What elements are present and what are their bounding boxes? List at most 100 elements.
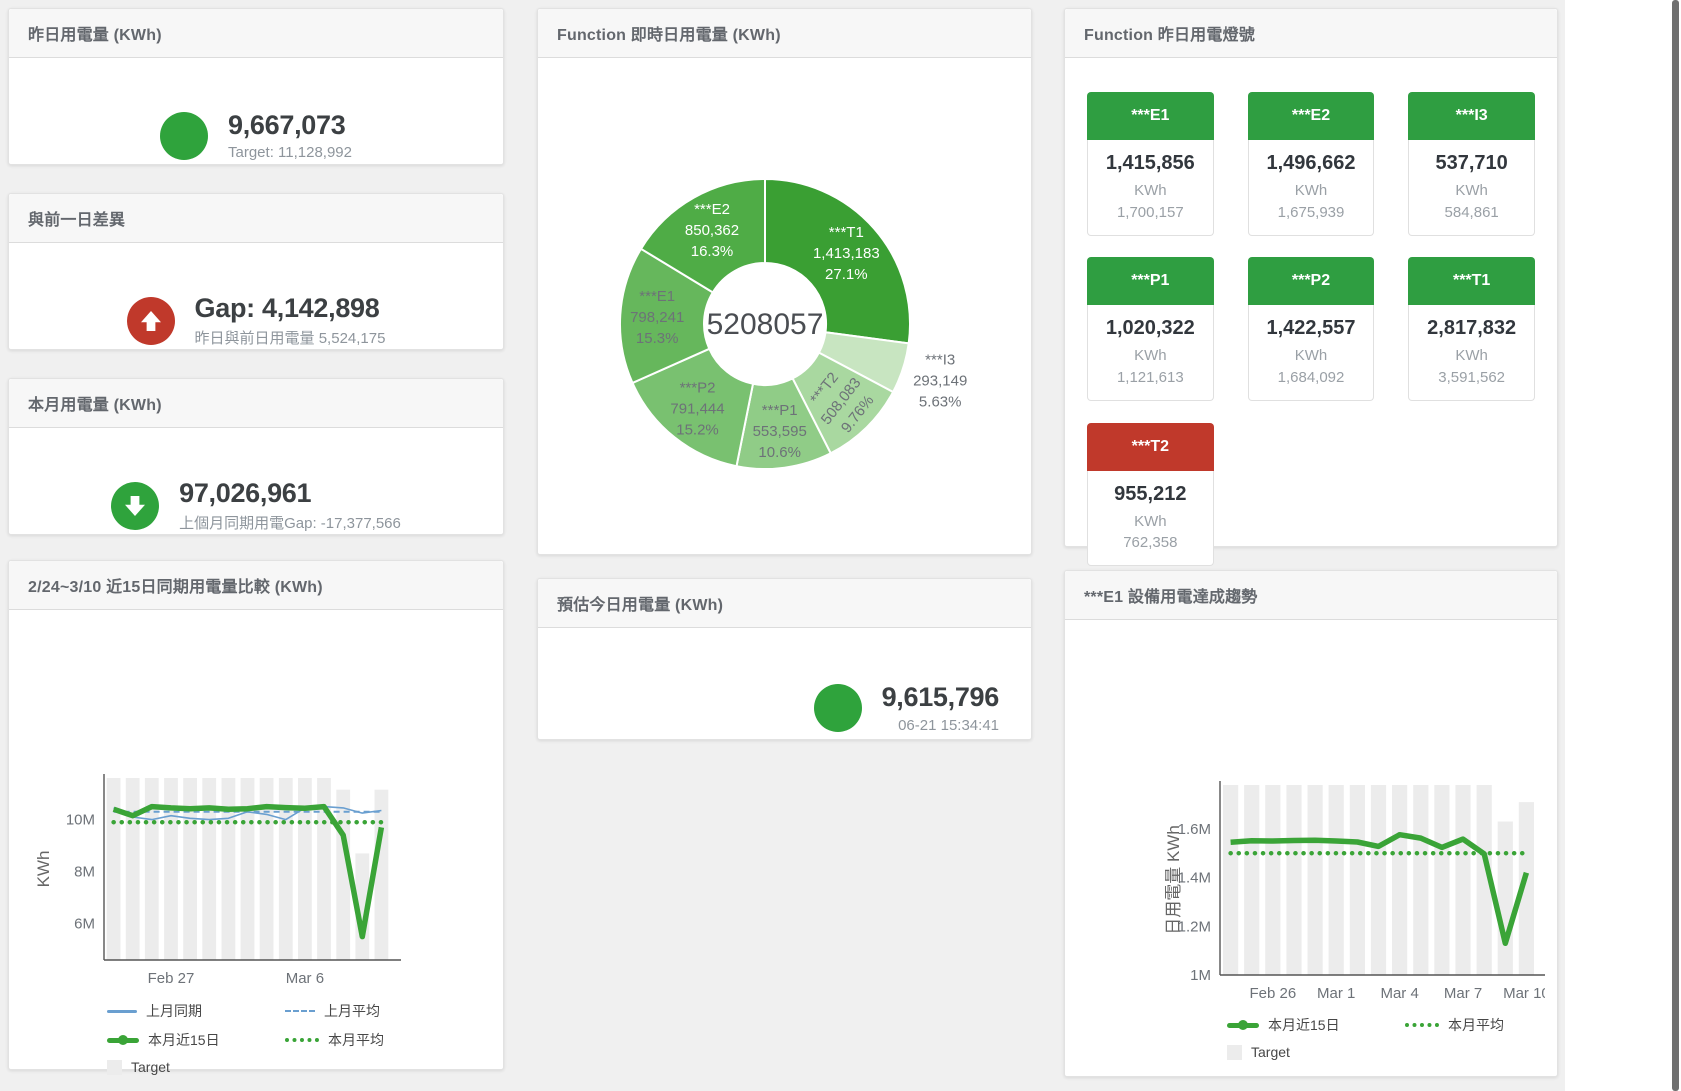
svg-text:KWh: KWh	[34, 851, 53, 888]
line-swatch-icon	[107, 1009, 137, 1013]
legend-item[interactable]: 本月平均	[1405, 1015, 1504, 1035]
dotted-swatch-icon	[285, 1038, 319, 1042]
svg-text:Mar 7: Mar 7	[1444, 985, 1482, 1002]
tile-label: ***E2	[1247, 92, 1375, 140]
tile-body: 2,817,832 KWh 3,591,562	[1408, 305, 1535, 401]
panel-title: Function 即時日用電量 (KWh)	[557, 27, 781, 44]
tile-value: 537,710	[1435, 152, 1508, 174]
trend-chart[interactable]: 1M 1.2M 1.4M 1.6M Feb 26 Mar 1 Mar 4 Mar 7 Mar 1…	[1075, 620, 1550, 1002]
svg-text:Mar 6: Mar 6	[286, 970, 324, 987]
pie-slice-P2	[631, 347, 754, 468]
tile-body: 1,496,662 KWh 1,675,939	[1247, 140, 1375, 236]
svg-text:1M: 1M	[1190, 967, 1211, 984]
tile-body: 537,710 KWh 584,861	[1408, 140, 1535, 236]
device-tile: ***E2 1,496,662 KWh 1,675,939	[1247, 92, 1375, 249]
svg-text:293,149: 293,149	[913, 372, 967, 389]
svg-text:10M: 10M	[66, 812, 95, 829]
svg-text:850,362: 850,362	[685, 222, 739, 239]
legend-item[interactable]: 本月平均	[285, 1030, 384, 1050]
stat-text: 9,667,073 Target: 11,128,992	[228, 110, 352, 161]
status-circle-icon	[813, 684, 862, 732]
tile-label: ***P2	[1247, 257, 1375, 306]
legend-label: 本月近15日	[148, 1032, 220, 1048]
estimate-value: 9,615,796	[881, 682, 1000, 713]
panel-header: 2/24~3/10 近15日同期用電量比較 (KWh)	[9, 561, 503, 610]
panel-header: 與前一日差異	[9, 194, 503, 243]
svg-text:Mar 10: Mar 10	[1503, 985, 1545, 1002]
tile-value: 1,422,557	[1266, 317, 1356, 340]
estimate-stat: 9,615,796 06-21 15:34:41	[538, 628, 1031, 788]
trend-legend: 本月近15日 本月平均 Target	[1227, 1015, 1547, 1060]
svg-text:Feb 26: Feb 26	[1249, 985, 1296, 1002]
panel-gap-prev-day: 與前一日差異 Gap: 4,142,898 昨日與前日用電量 5,524,175	[8, 193, 504, 350]
device-tile: ***T1 2,817,832 KWh 3,591,562	[1408, 257, 1535, 414]
svg-text:10.6%: 10.6%	[758, 444, 801, 461]
compare-legend: 上月同期 上月平均本月近15日 本月平均 Target	[107, 1001, 493, 1075]
estimate-timestamp: 06-21 15:34:41	[898, 716, 999, 734]
gap-stat: Gap: 4,142,898 昨日與前日用電量 5,524,175	[9, 243, 503, 398]
svg-text:15.2%: 15.2%	[676, 421, 719, 438]
svg-text:1.2M: 1.2M	[1178, 918, 1211, 935]
svg-text:27.1%: 27.1%	[825, 266, 868, 283]
tile-value: 1,020,322	[1105, 317, 1195, 340]
panel-usage-lights: Function 昨日用電燈號 ***E1 1,415,856 KWh 1,700,1…	[1064, 8, 1558, 567]
svg-text:日用電量 KWh: 日用電量 KWh	[1164, 825, 1183, 935]
panel-yesterday-usage: 昨日用電量 (KWh) 9,667,073 Target: 11,128,992	[8, 8, 504, 165]
tile-body: 1,020,322 KWh 1,121,613	[1087, 305, 1214, 401]
device-tile: ***T2 955,212 KWh 762,358	[1087, 422, 1214, 580]
device-tile: ***E1 1,415,856 KWh 1,700,157	[1087, 92, 1214, 249]
svg-text:1.4M: 1.4M	[1178, 870, 1211, 887]
legend-item[interactable]: Target	[107, 1059, 285, 1075]
svg-text:553,595: 553,595	[753, 423, 807, 440]
svg-text:798,241: 798,241	[630, 309, 684, 326]
scrollbar[interactable]	[1672, 0, 1679, 1091]
tile-unit: KWh	[1134, 182, 1167, 199]
legend-label: Target	[131, 1059, 170, 1075]
panel-title: 昨日用電量 (KWh)	[28, 27, 162, 44]
dotted-swatch-icon	[1405, 1023, 1439, 1027]
panel-title: 與前一日差異	[28, 212, 126, 229]
panel-header: Function 昨日用電燈號	[1065, 9, 1557, 58]
legend-item[interactable]: 本月近15日	[1227, 1015, 1405, 1035]
legend-item[interactable]: Target	[1227, 1044, 1405, 1060]
tile-value: 2,817,832	[1427, 317, 1517, 340]
dashed-swatch-icon	[285, 1010, 315, 1012]
month-sub: 上個月同期用電Gap: -17,377,566	[179, 515, 401, 533]
tile-target: 584,861	[1444, 203, 1499, 221]
panel-header: 預估今日用電量 (KWh)	[538, 579, 1031, 628]
device-tile: ***P1 1,020,322 KWh 1,121,613	[1087, 257, 1214, 414]
panel-title: Function 昨日用電燈號	[1084, 27, 1255, 44]
trend-chart-area: 1M 1.2M 1.4M 1.6M Feb 26 Mar 1 Mar 4 Mar 7 Mar 1…	[1065, 620, 1557, 1076]
tile-body: 1,422,557 KWh 1,684,092	[1247, 305, 1375, 401]
svg-text:Mar 4: Mar 4	[1380, 985, 1418, 1002]
legend-label: 本月平均	[1448, 1017, 1504, 1033]
svg-text:1.6M: 1.6M	[1178, 821, 1211, 838]
legend-item[interactable]: 上月平均	[285, 1001, 384, 1021]
legend-item[interactable]: 本月近15日	[107, 1030, 285, 1050]
legend-item[interactable]: 上月同期	[107, 1001, 285, 1021]
panel-title: 本月用電量 (KWh)	[28, 397, 162, 414]
donut-chart[interactable]: ***T11,413,18327.1%***I3293,1495.63%***T…	[538, 58, 1027, 553]
svg-text:6M: 6M	[74, 916, 95, 933]
tile-label: ***I3	[1408, 92, 1535, 140]
svg-text:***I3: ***I3	[925, 351, 955, 368]
legend-label: 上月同期	[146, 1003, 202, 1019]
svg-text:791,444: 791,444	[670, 400, 724, 417]
tile-value: 1,415,856	[1105, 152, 1195, 174]
legend-label: 本月平均	[328, 1032, 384, 1048]
compare-chart[interactable]: 6M 8M 10M Feb 27 Mar 6 KWh	[19, 610, 493, 988]
panel-realtime-pie: Function 即時日用電量 (KWh) ***T1 1,413,183 27.1…	[537, 8, 1032, 555]
right-gutter	[1565, 0, 1681, 1091]
stat-text: Gap: 4,142,898 昨日與前日用電量 5,524,175	[195, 293, 386, 348]
legend-label: 上月平均	[324, 1003, 380, 1019]
tile-unit: KWh	[1455, 347, 1488, 365]
up-arrow-icon	[126, 296, 175, 345]
yesterday-target: Target: 11,128,992	[228, 144, 352, 162]
tile-unit: KWh	[1294, 347, 1328, 365]
device-tile: ***P2 1,422,557 KWh 1,684,092	[1247, 257, 1375, 414]
yesterday-value: 9,667,073	[228, 109, 346, 140]
tile-value: 955,212	[1114, 482, 1187, 505]
yesterday-stat: 9,667,073 Target: 11,128,992	[9, 58, 503, 213]
stat-text: 9,615,796 06-21 15:34:41	[881, 682, 1000, 734]
